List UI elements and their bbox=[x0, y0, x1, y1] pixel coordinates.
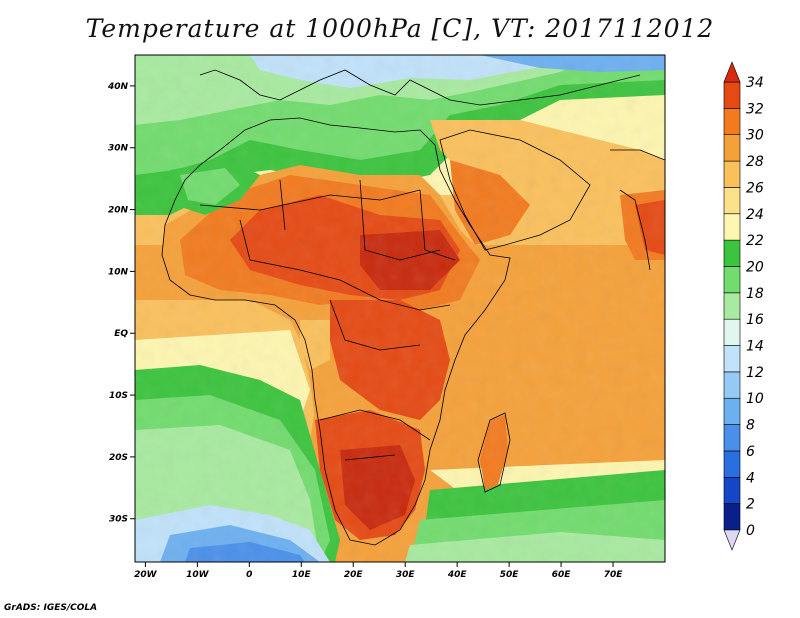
colorbar-label: 8 bbox=[746, 418, 755, 434]
lat-tick-label: 20S bbox=[109, 453, 128, 463]
colorbar-swatch bbox=[723, 160, 741, 188]
colorbar-swatch bbox=[723, 318, 741, 346]
colorbar-swatch bbox=[723, 397, 741, 425]
temperature-field bbox=[135, 55, 665, 562]
lat-tick-label: 30N bbox=[108, 144, 129, 154]
colorbar-swatch bbox=[723, 108, 741, 136]
credit-text: GrADS: IGES/COLA bbox=[4, 603, 98, 613]
colorbar-label: 18 bbox=[746, 286, 764, 302]
colorbar-swatch bbox=[723, 239, 741, 267]
colorbar-swatch bbox=[723, 503, 741, 531]
colorbar-label: 26 bbox=[746, 180, 764, 196]
colorbar-label: 6 bbox=[746, 444, 755, 460]
internal-borders bbox=[199, 179, 456, 461]
colorbar-swatch bbox=[723, 476, 741, 504]
map-title: Temperature at 1000hPa [C], VT: 20171120… bbox=[85, 14, 715, 43]
colorbar-over-arrow bbox=[723, 61, 741, 83]
lon-tick-label: 0 bbox=[246, 570, 252, 580]
colorbar-label: 0 bbox=[746, 523, 755, 539]
colorbar-label: 16 bbox=[746, 312, 764, 328]
lon-tick-label: 10E bbox=[292, 570, 312, 580]
colorbar-swatch bbox=[723, 450, 741, 478]
texture-overlay bbox=[135, 55, 665, 562]
colorbar-label: 4 bbox=[746, 470, 755, 486]
colorbar-swatch bbox=[723, 292, 741, 320]
plot-frame bbox=[134, 54, 666, 563]
lon-tick-label: 50E bbox=[500, 570, 520, 580]
lon-tick-label: 70E bbox=[604, 570, 624, 580]
colorbar-label: 24 bbox=[746, 207, 764, 223]
lon-tick-label: 10W bbox=[186, 570, 210, 580]
colorbar-label: 32 bbox=[746, 101, 764, 117]
colorbar-label: 2 bbox=[746, 497, 755, 513]
colorbar-label: 20 bbox=[746, 259, 764, 275]
colorbar-swatch bbox=[723, 134, 741, 162]
country-boundaries bbox=[161, 69, 665, 546]
lat-tick-label: 30S bbox=[109, 515, 128, 525]
madagascar-coastline bbox=[477, 412, 511, 493]
lon-tick-label: 60E bbox=[552, 570, 572, 580]
lon-tick-label: 30E bbox=[396, 570, 416, 580]
europe-coastline bbox=[199, 69, 641, 106]
lat-tick-label: EQ bbox=[114, 329, 128, 339]
colorbar-label: 22 bbox=[746, 233, 764, 249]
colorbar-swatch bbox=[723, 187, 741, 215]
colorbar-label: 34 bbox=[746, 75, 764, 91]
colorbar-swatch bbox=[723, 266, 741, 294]
lat-tick-label: 20N bbox=[108, 206, 129, 216]
colorbar-swatch bbox=[723, 424, 741, 452]
colorbar-label: 28 bbox=[746, 154, 764, 170]
lat-tick-label: 40N bbox=[107, 82, 129, 92]
colorbar-swatch bbox=[723, 371, 741, 399]
colorbar-label: 12 bbox=[746, 365, 764, 381]
lon-tick-label: 20W bbox=[134, 570, 158, 580]
lat-tick-label: 10S bbox=[109, 391, 128, 401]
arabia-coastline bbox=[439, 129, 591, 251]
colorbar-label: 14 bbox=[746, 339, 764, 355]
india-coastline bbox=[610, 149, 665, 271]
colorbar-swatch bbox=[723, 81, 741, 109]
colorbar-label: 30 bbox=[746, 128, 764, 144]
africa-coastline bbox=[161, 117, 511, 546]
lat-tick-label: 10N bbox=[108, 267, 129, 277]
colorbar-under-arrow bbox=[723, 529, 741, 551]
lon-tick-label: 20E bbox=[344, 570, 364, 580]
axis-ticks: 20W 10W 0 10E 20E 30E 40E 50E 60E 70E 40N 30N 20N 10N… bbox=[107, 82, 623, 580]
colorbar-swatch bbox=[723, 345, 741, 373]
colorbar-swatch bbox=[723, 213, 741, 241]
lon-tick-label: 40E bbox=[447, 570, 468, 580]
colorbar-label: 10 bbox=[746, 391, 764, 407]
